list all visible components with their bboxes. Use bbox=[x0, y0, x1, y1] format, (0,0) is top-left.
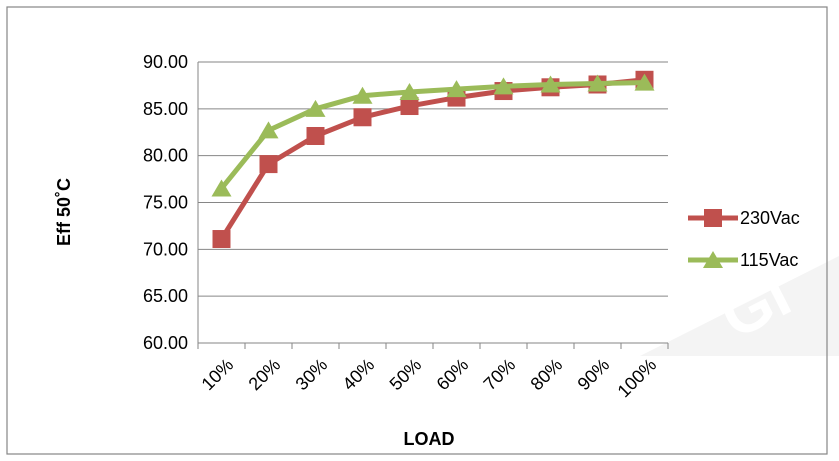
y-tick-label: 90.00 bbox=[143, 52, 188, 72]
x-tick-label: 70% bbox=[480, 355, 520, 395]
legend-item: 230Vac bbox=[688, 208, 800, 228]
x-tick-label: 50% bbox=[386, 355, 426, 395]
x-axis-title: LOAD bbox=[404, 429, 455, 449]
x-tick-label: 30% bbox=[292, 355, 332, 395]
y-tick-label: 80.00 bbox=[143, 146, 188, 166]
data-point bbox=[258, 121, 279, 139]
legend-marker bbox=[703, 251, 723, 268]
y-tick-label: 75.00 bbox=[143, 193, 188, 213]
watermark: Gl bbox=[640, 256, 839, 356]
data-point bbox=[634, 73, 655, 91]
x-tick-label: 60% bbox=[433, 355, 473, 395]
x-tick-labels: 10% 20% 30% 40% 50% 60% 70% 80% 90% 100% bbox=[198, 355, 661, 402]
data-point bbox=[212, 230, 231, 249]
data-point bbox=[446, 80, 467, 98]
legend: 230Vac 115Vac bbox=[688, 208, 800, 270]
legend-marker bbox=[704, 209, 722, 227]
y-tick-label: 70.00 bbox=[143, 239, 188, 259]
chart-border bbox=[6, 6, 828, 455]
series-line bbox=[219, 80, 645, 191]
x-tick-label: 90% bbox=[574, 355, 614, 395]
y-tick-label: 60.00 bbox=[143, 333, 188, 353]
series-115Vac bbox=[211, 73, 655, 197]
data-point bbox=[400, 97, 419, 116]
legend-label: 230Vac bbox=[740, 208, 800, 228]
legend-item: 115Vac bbox=[688, 250, 798, 270]
x-tick-label: 10% bbox=[198, 355, 238, 395]
x-tick-label: 20% bbox=[245, 355, 285, 395]
data-point bbox=[305, 99, 326, 117]
y-axis-title: Eff 50˚C bbox=[54, 178, 74, 246]
y-tick-label: 85.00 bbox=[143, 99, 188, 119]
data-point bbox=[352, 86, 373, 104]
gridlines bbox=[198, 61, 668, 297]
y-tick-label: 65.00 bbox=[143, 286, 188, 306]
data-point bbox=[353, 108, 372, 127]
data-point bbox=[211, 179, 232, 197]
axes bbox=[197, 62, 669, 349]
data-point bbox=[493, 77, 514, 95]
data-point bbox=[259, 155, 278, 174]
legend-label: 115Vac bbox=[740, 250, 798, 270]
series-line bbox=[219, 77, 645, 241]
series-230Vac bbox=[212, 70, 654, 249]
series-group bbox=[211, 70, 655, 249]
data-point bbox=[399, 82, 420, 100]
x-tick-label: 100% bbox=[614, 355, 661, 402]
data-point bbox=[540, 75, 561, 93]
data-point bbox=[306, 126, 325, 145]
x-tick-label: 40% bbox=[339, 355, 379, 395]
x-tick-label: 80% bbox=[527, 355, 567, 395]
data-point bbox=[587, 74, 608, 92]
y-tick-labels: 60.00 65.00 70.00 75.00 80.00 85.00 90.00 bbox=[143, 52, 188, 353]
